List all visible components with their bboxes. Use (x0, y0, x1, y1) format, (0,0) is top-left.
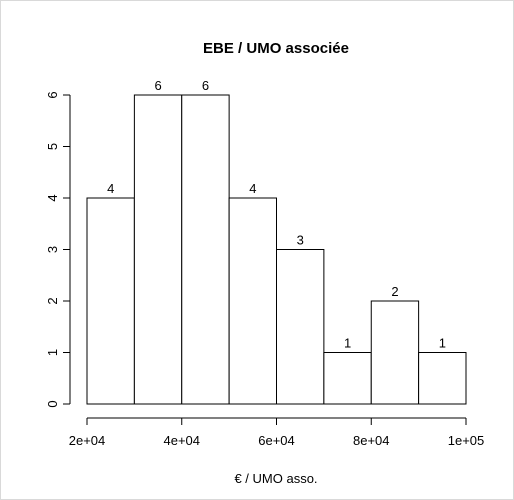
value-label: 1 (344, 336, 351, 351)
bar (86, 197, 135, 405)
y-tick-label: 0 (45, 400, 60, 407)
bar (276, 249, 325, 405)
x-tick-label: 4e+04 (163, 433, 200, 448)
bar (228, 197, 277, 405)
value-label: 6 (202, 78, 209, 93)
y-tick-label: 4 (45, 194, 60, 201)
y-tick-label: 2 (45, 297, 60, 304)
x-tick-label: 8e+04 (353, 433, 390, 448)
x-tick-label: 1e+05 (448, 433, 485, 448)
x-tick-label: 2e+04 (69, 433, 106, 448)
y-tick-label: 6 (45, 91, 60, 98)
chart-title: EBE / UMO associée (203, 40, 349, 57)
y-tick-label: 5 (45, 143, 60, 150)
x-tick-label: 6e+04 (258, 433, 295, 448)
bar (133, 94, 183, 405)
value-label: 4 (249, 181, 256, 196)
bar (370, 300, 420, 405)
bar (181, 94, 230, 405)
value-label: 3 (297, 233, 304, 248)
y-tick-label: 3 (45, 246, 60, 253)
bar (323, 352, 372, 405)
y-tick-label: 1 (45, 349, 60, 356)
value-label: 6 (154, 78, 161, 93)
value-label: 4 (107, 181, 114, 196)
bar (418, 352, 467, 405)
x-axis-label: € / UMO asso. (234, 471, 317, 486)
value-label: 2 (391, 284, 398, 299)
value-label: 1 (439, 336, 446, 351)
